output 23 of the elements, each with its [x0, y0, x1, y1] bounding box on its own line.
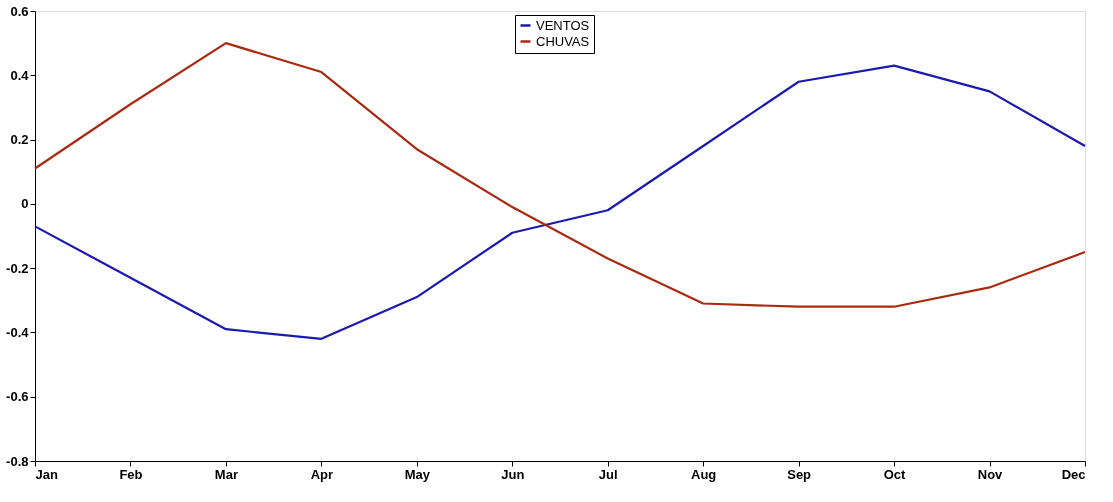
y-tick-label: 0 [21, 196, 29, 212]
y-tick-label: -0.4 [6, 324, 30, 340]
x-tick-label: Sep [787, 466, 812, 482]
y-tick-label: 0.2 [10, 132, 29, 148]
x-tick-label: Dec [1061, 466, 1086, 482]
x-tick-label: Mar [214, 466, 238, 482]
y-tick-label: 0.6 [10, 3, 29, 19]
y-tick-label: -0.6 [6, 389, 29, 405]
x-tick-label: Aug [691, 466, 717, 482]
line-series [33, 64, 1087, 340]
x-tick-label: Feb [119, 466, 143, 482]
x-tick-label: Nov [977, 466, 1004, 482]
x-tick-label: Jan [35, 466, 58, 482]
x-tick-label: Apr [310, 466, 334, 482]
y-tick-label: -0.8 [6, 453, 29, 469]
y-tick-label: 0.4 [10, 67, 30, 83]
y-tick-label: -0.2 [6, 260, 29, 276]
legend-label: VENTOS [536, 17, 590, 33]
x-tick-label: Jul [598, 466, 618, 482]
legend-label: CHUVAS [536, 33, 590, 49]
x-tick-label: May [404, 466, 431, 482]
x-tick-label: Oct [883, 466, 907, 482]
x-tick-label: Jun [501, 466, 525, 482]
